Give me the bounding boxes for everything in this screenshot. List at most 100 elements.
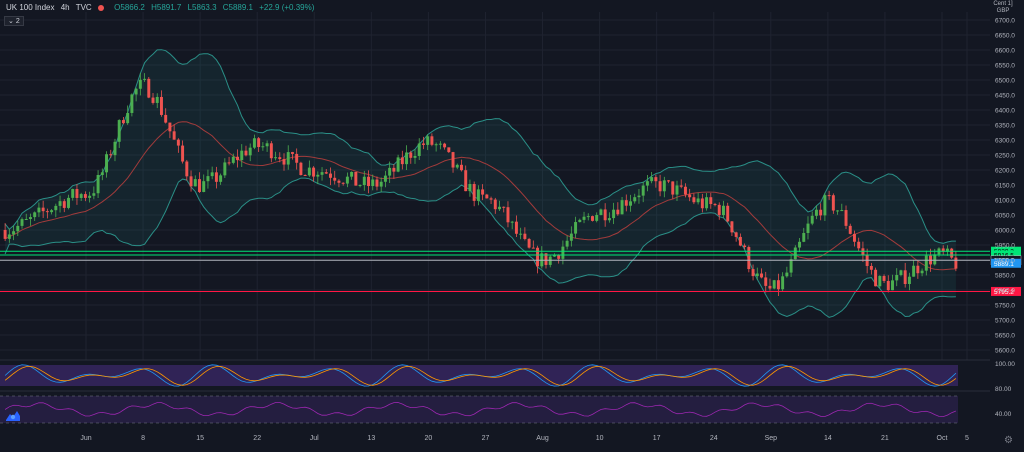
level-price-tag[interactable] [991,286,1021,296]
candle-body [531,247,535,249]
candle-body [485,194,489,199]
candle-body [278,157,282,160]
candle-body [679,185,683,187]
time-axis[interactable]: Jun 8 15 22 Jul 13 20 27 Aug 10 17 24 Sep 14 21 Oct 5 [80,435,969,442]
candle-body [88,195,92,198]
time-tick-label: Aug [536,435,549,442]
candle-body [24,218,28,220]
candle-body [840,210,844,212]
candle-body [324,172,328,174]
candle-body [798,241,802,248]
indicators-toggle-button[interactable]: ⌄ 2 [4,16,24,26]
stoch-tick-label: 100.00 [995,361,1015,368]
time-tick-label: 8 [141,435,145,442]
candle-body [105,154,109,173]
candle-body [185,161,189,177]
candle-body [307,167,311,176]
candle-body [265,143,269,147]
candle-body [83,194,87,198]
price-tick-label: 6550.0 [995,63,1015,70]
bollinger-fill [5,49,956,318]
level-price-label: 5889.1 [994,261,1014,268]
candle-body [886,280,890,291]
level-price-tag[interactable] [991,258,1021,268]
price-axis[interactable]: Cent 1]GBP 6700.0 6650.0 6600.0 6550.0 6500.0… [993,1,1015,355]
candle-body [544,253,548,265]
stoch-tick-label: 80.00 [995,386,1012,393]
candle-body [92,193,96,196]
candle-body [696,198,700,203]
candle-body [802,232,806,242]
candle-body [645,181,649,186]
candle-body [176,139,180,146]
candle-body [299,162,303,176]
gear-icon[interactable]: ⚙ [1004,435,1013,446]
candle-body [941,248,945,252]
candle-body [400,157,404,165]
candle-body [523,233,527,239]
candle-body [409,152,413,158]
level-price-tag[interactable] [991,250,1021,260]
candle-body [375,179,379,187]
candle-body [493,199,497,210]
candle-body [320,172,324,175]
price-tick-label: 5900.0 [995,258,1015,265]
candle-body [700,198,704,209]
candle-body [768,285,772,289]
candle-body [510,221,514,223]
candle-body [852,233,856,242]
symbol-name[interactable]: UK 100 Index [6,3,55,12]
price-tick-label: 5700.0 [995,318,1015,325]
interval-label[interactable]: 4h [60,3,70,12]
candle-body [688,194,692,198]
candle-body [172,131,176,140]
candle-body [430,136,434,145]
candle-body [916,265,920,274]
candle-body [489,198,493,200]
candle-body [405,152,409,165]
candle-body [236,156,240,161]
candle-body [58,201,62,206]
candle-body [903,270,907,285]
bollinger-basis-line [4,121,956,271]
candle-body [67,197,70,208]
candle-body [202,181,206,192]
time-tick-label: Jul [310,435,319,442]
candle-body [844,210,848,226]
candle-body [874,269,878,287]
candle-body [50,210,54,213]
candle-body [654,177,658,182]
low-value: L5863.3 [187,3,217,12]
candle-body [806,223,810,233]
price-tick-label: 6100.0 [995,198,1015,205]
market-status-dot-icon [97,4,104,11]
close-value: C5889.1 [222,3,253,12]
candle-body [134,88,138,95]
candle-body [776,280,780,290]
candle-body [857,241,861,249]
time-tick-label: 17 [653,435,661,442]
candle-body [164,114,168,123]
price-tick-label: 5600.0 [995,348,1015,355]
candle-body [413,155,417,158]
candle-body [633,197,637,202]
candle-body [290,152,294,154]
candle-body [476,189,480,201]
candle-body [71,189,75,198]
candle-body [274,157,278,159]
candle-body [337,180,341,183]
candle-body [244,150,248,156]
candle-body [28,217,32,219]
candle-body [565,240,569,247]
candle-body [210,172,214,177]
candle-body [468,184,472,192]
candle-body [709,197,713,205]
candle-body [734,232,738,237]
candle-body [481,189,485,195]
candle-body [899,270,903,275]
candle-body [417,143,421,156]
price-tick-label: 6500.0 [995,78,1015,85]
candle-body [206,176,210,182]
